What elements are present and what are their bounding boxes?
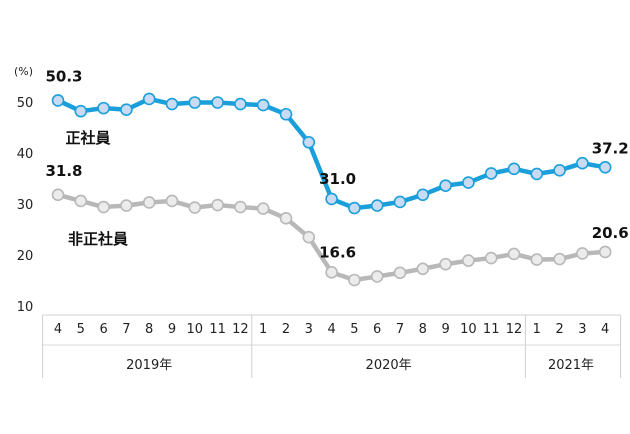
- data-point: [393, 195, 407, 209]
- data-point: [120, 103, 133, 116]
- x-tick-label: 3: [305, 322, 313, 337]
- data-label: 16.6: [319, 243, 356, 261]
- y-tick-label: 30: [17, 198, 34, 213]
- series-name-label: 非正社員: [68, 230, 128, 248]
- data-point: [416, 188, 430, 202]
- x-tick-label: 12: [232, 322, 249, 337]
- x-tick-label: 1: [533, 322, 541, 337]
- data-point: [598, 245, 612, 259]
- data-point: [439, 179, 452, 192]
- data-point: [370, 270, 384, 283]
- data-point: [370, 199, 384, 212]
- y-tick-label: 50: [17, 96, 34, 111]
- data-point: [530, 167, 544, 181]
- series-layer: [51, 92, 612, 287]
- data-point: [188, 201, 202, 214]
- data-point: [256, 98, 270, 112]
- x-tick-label: 5: [350, 322, 358, 337]
- data-point: [484, 167, 498, 180]
- data-point: [120, 199, 133, 212]
- x-tick-label: 7: [396, 322, 404, 337]
- data-point: [51, 188, 65, 202]
- data-point: [530, 253, 544, 266]
- x-tick-label: 2: [555, 322, 563, 337]
- data-point: [348, 273, 361, 287]
- data-point: [302, 230, 316, 244]
- year-label: 2019年: [126, 358, 172, 373]
- data-point: [348, 201, 361, 215]
- y-unit-label: (%): [14, 65, 33, 78]
- x-tick-label: 2: [282, 322, 290, 337]
- series-line-1: [55, 96, 608, 211]
- data-point: [279, 107, 293, 121]
- y-tick-label: 40: [17, 147, 34, 162]
- data-point: [598, 160, 612, 174]
- data-point: [165, 97, 179, 111]
- data-point: [462, 176, 475, 189]
- data-point: [553, 252, 566, 266]
- data-label: 20.6: [592, 224, 629, 242]
- x-tick-label: 4: [327, 322, 335, 337]
- year-label: 2021年: [548, 358, 594, 373]
- x-tick-label: 6: [373, 322, 381, 337]
- data-point: [439, 257, 452, 271]
- data-label: 31.8: [45, 162, 82, 180]
- data-point: [553, 164, 566, 177]
- series-name-label: 正社員: [65, 129, 110, 147]
- x-tick-label: 10: [460, 322, 477, 337]
- x-tick-label: 8: [419, 322, 427, 337]
- data-label: 37.2: [592, 139, 629, 157]
- x-tick-label: 11: [483, 322, 500, 337]
- x-tick-label: 8: [145, 322, 153, 337]
- data-point: [576, 247, 589, 260]
- x-tick-label: 3: [578, 322, 586, 337]
- data-point: [74, 104, 88, 118]
- data-point: [462, 254, 475, 267]
- x-tick-label: 9: [441, 322, 449, 337]
- data-point: [256, 202, 270, 215]
- x-tick-label: 7: [122, 322, 130, 337]
- x-tick-label: 6: [99, 322, 107, 337]
- data-point: [325, 266, 338, 279]
- data-point: [97, 200, 110, 214]
- x-tick-label: 10: [187, 322, 204, 337]
- data-point: [51, 94, 65, 107]
- data-point: [234, 97, 247, 111]
- data-point: [165, 194, 179, 208]
- data-point: [142, 196, 156, 209]
- x-tick-label: 4: [601, 322, 609, 337]
- year-label: 2020年: [366, 358, 412, 373]
- x-tick-label: 4: [54, 322, 62, 337]
- data-label: 31.0: [319, 170, 356, 188]
- x-tick-label: 1: [259, 322, 267, 337]
- y-tick-label: 20: [17, 249, 34, 264]
- data-point: [188, 96, 202, 109]
- data-point: [74, 194, 88, 208]
- data-point: [484, 251, 498, 265]
- x-tick-label: 12: [506, 322, 523, 337]
- data-point: [234, 200, 247, 214]
- data-point: [142, 92, 156, 106]
- data-point: [507, 247, 521, 261]
- data-point: [279, 211, 293, 225]
- x-tick-label: 9: [168, 322, 176, 337]
- x-tick-label: 11: [209, 322, 226, 337]
- data-point: [507, 162, 521, 176]
- x-tick-label: 5: [77, 322, 85, 337]
- data-point: [325, 192, 338, 206]
- data-label: 50.3: [45, 67, 82, 85]
- data-point: [211, 96, 224, 109]
- data-point: [97, 101, 110, 115]
- data-point: [211, 198, 224, 212]
- data-point: [302, 135, 316, 149]
- data-point: [416, 262, 430, 276]
- data-point: [576, 156, 589, 170]
- y-tick-label: 10: [17, 300, 34, 315]
- data-point: [393, 266, 407, 280]
